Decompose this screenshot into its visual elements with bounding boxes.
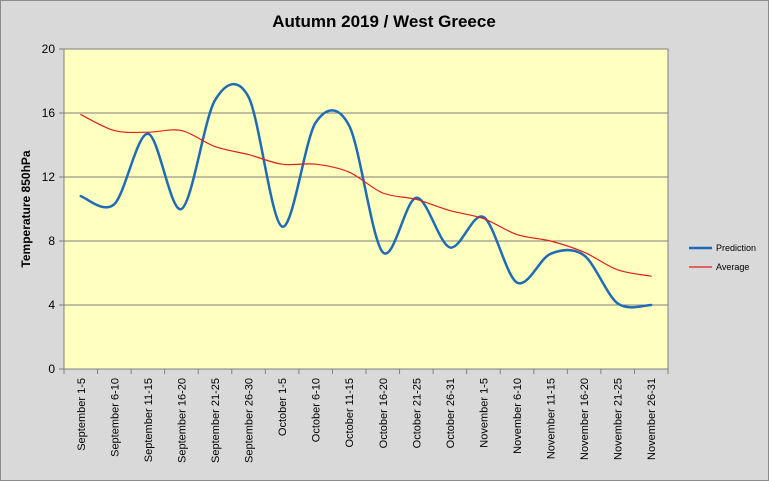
- series-line-prediction: [79, 83, 653, 309]
- x-tick-label: September 26-30: [244, 378, 256, 463]
- legend: Prediction Average: [689, 243, 756, 272]
- x-tick-label: October 11-15: [344, 378, 356, 448]
- x-tick-label: October 16-20: [378, 378, 390, 448]
- y-tick-label: 16: [42, 106, 56, 120]
- x-tick-label: September 21-25: [210, 378, 222, 463]
- legend-label-prediction: Prediction: [716, 243, 756, 253]
- plot-area: [63, 48, 669, 370]
- series-line-average: [80, 114, 652, 277]
- x-tick-label: October 6-10: [311, 378, 323, 442]
- x-tick-label: September 11-15: [143, 378, 155, 462]
- x-tick-label: September 6-10: [109, 378, 121, 457]
- y-axis-label: Temperature 850hPa: [19, 150, 33, 267]
- x-tick-label: October 21-25: [411, 378, 423, 448]
- x-tick-label: November 21-25: [613, 378, 625, 460]
- y-tick-label: 20: [42, 42, 56, 56]
- x-tick-label: October 26-31: [445, 378, 457, 448]
- x-tick-label: November 1-5: [478, 378, 490, 448]
- y-tick-label: 4: [48, 298, 55, 312]
- y-tick-label: 0: [48, 362, 55, 376]
- x-axis-ticks: September 1-5 September 6-10 September 11-…: [63, 369, 669, 463]
- y-axis-ticks: 0 4 8 12 16 20: [42, 42, 64, 376]
- x-tick-label: September 1-5: [76, 378, 88, 451]
- x-tick-label: September 16-20: [176, 378, 188, 463]
- x-tick-label: November 11-15: [546, 378, 558, 459]
- x-tick-label: October 1-5: [277, 378, 289, 436]
- y-tick-label: 12: [42, 170, 56, 184]
- x-tick-label: November 26-31: [646, 378, 658, 460]
- series-lines: [79, 83, 653, 309]
- x-tick-label: November 6-10: [512, 378, 524, 454]
- chart-title: Autumn 2019 / West Greece: [272, 12, 496, 31]
- legend-label-average: Average: [716, 262, 749, 272]
- y-tick-label: 8: [48, 234, 55, 248]
- x-tick-label: November 16-20: [579, 378, 591, 460]
